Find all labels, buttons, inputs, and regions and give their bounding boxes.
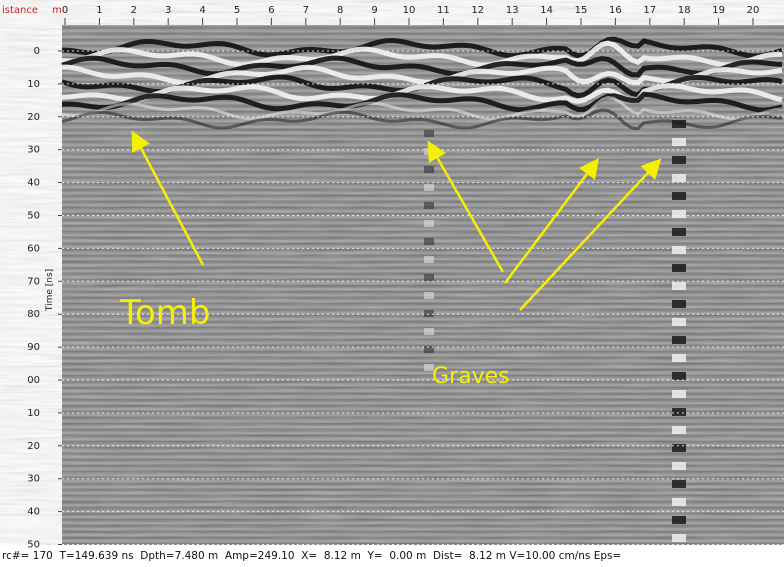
left-tick-label: 80 [27,309,40,320]
hyperbola-stripe [424,274,434,281]
top-axis-label: istance [2,5,38,16]
hyperbola-stripe [672,318,686,326]
hyperbola-stripe [672,282,686,290]
reflection-band [61,36,783,59]
hyperbola-stripe [424,166,434,173]
hyperbola-stripe [424,310,434,317]
hyperbola-stripe [672,462,686,470]
hyperbola-stripe [424,256,434,263]
top-tick-label: 17 [643,5,656,16]
hyperbola-stripe [672,228,686,236]
left-tick-label: 90 [27,342,40,353]
hyperbola-stripe [672,336,686,344]
top-axis-bar [0,0,784,25]
left-tick-label: 20 [27,112,40,123]
reflection-bands [61,36,783,542]
arrow [427,140,505,273]
reflection-band [61,108,783,131]
hyperbola-stripe [424,292,434,299]
top-tick-label: 13 [506,5,519,16]
left-tick-label: 0 [34,46,40,57]
top-tick-label: 4 [199,5,205,16]
reflection-band [61,55,783,78]
left-tick-label: 30 [27,474,40,485]
top-tick-label: 16 [609,5,622,16]
top-tick-label: 2 [131,5,137,16]
arrow [519,158,662,311]
top-tick-label: 11 [437,5,450,16]
reflection-band [61,40,782,68]
left-tick-label: 40 [27,178,40,189]
hyperbola-stripe [672,300,686,308]
status-bar [0,545,784,567]
hyperbola-stripe [672,120,686,128]
hyperbola-stripe [424,220,434,227]
hyperbola-stripe [424,238,434,245]
top-tick-label: 5 [234,5,240,16]
top-tick-label: 0 [62,5,68,16]
hyperbola-stripe [424,202,434,209]
top-tick-label: 1 [96,5,102,16]
top-tick-label: 15 [575,5,588,16]
hyperbola-stripe [672,174,686,182]
left-tick-label: 40 [27,507,40,518]
hyperbola-stripe [672,354,686,362]
left-tick-label: 10 [27,79,40,90]
top-tick-label: 14 [540,5,553,16]
left-tick-label: 10 [27,408,40,419]
top-tick-label: 10 [403,5,416,16]
left-tick-label: 70 [27,276,40,287]
top-axis-unit: m [52,5,62,16]
grid [62,50,784,545]
reflection-band [62,64,783,86]
reflection-band [61,91,783,113]
hyperbola-stripe [672,516,686,524]
top-tick-label: 3 [165,5,171,16]
top-tick-label: 6 [268,5,274,16]
status-text: rc#= 170 T=149.639 ns Dpth=7.480 m Amp=2… [2,550,621,562]
reflection-band [61,95,783,121]
left-tick-label: 30 [27,145,40,156]
hyperbola-stripe [672,264,686,272]
left-tick-label: 50 [27,540,40,551]
tomb-label: Tomb [119,293,211,333]
hyperbola-stripe [424,130,434,137]
graves-label: Graves [432,364,510,389]
top-tick-label: 12 [471,5,484,16]
reflection-band [61,83,783,104]
arrow [504,158,600,284]
hyperbola-stripe [672,156,686,164]
hyperbola-stripe [672,192,686,200]
hyperbola-stripe [424,346,434,353]
hyperbola-stripe [424,184,434,191]
top-tick-label: 20 [747,5,760,16]
left-tick-label: 20 [27,441,40,452]
hyperbola-stripe [672,138,686,146]
hyperbola-stripe [672,372,686,380]
arrows [131,130,662,311]
hyperbola-stripe [672,246,686,254]
left-tick-label: 60 [27,243,40,254]
hyperbola-stripe [672,426,686,434]
top-tick-label: 9 [371,5,377,16]
top-tick-label: 8 [337,5,343,16]
hyperbola-stripe [672,408,686,416]
left-tick-label: 00 [27,375,40,386]
top-tick-label: 19 [712,5,725,16]
hyperbola-stripe [672,534,686,542]
hyperbola-stripe [672,390,686,398]
hyperbola-stripe [672,444,686,452]
hyperbola-stripe [424,364,434,371]
hyperbola-stripe [672,498,686,506]
hyperbola-stripe [424,328,434,335]
left-axis-label: Time [ns] [45,269,55,312]
left-tick-label: 50 [27,211,40,222]
left-axis-bar [0,25,62,545]
hyperbola-stripe [672,210,686,218]
arrow [131,130,205,266]
hyperbola-stripe [672,480,686,488]
top-tick-label: 7 [303,5,309,16]
top-tick-label: 18 [678,5,691,16]
